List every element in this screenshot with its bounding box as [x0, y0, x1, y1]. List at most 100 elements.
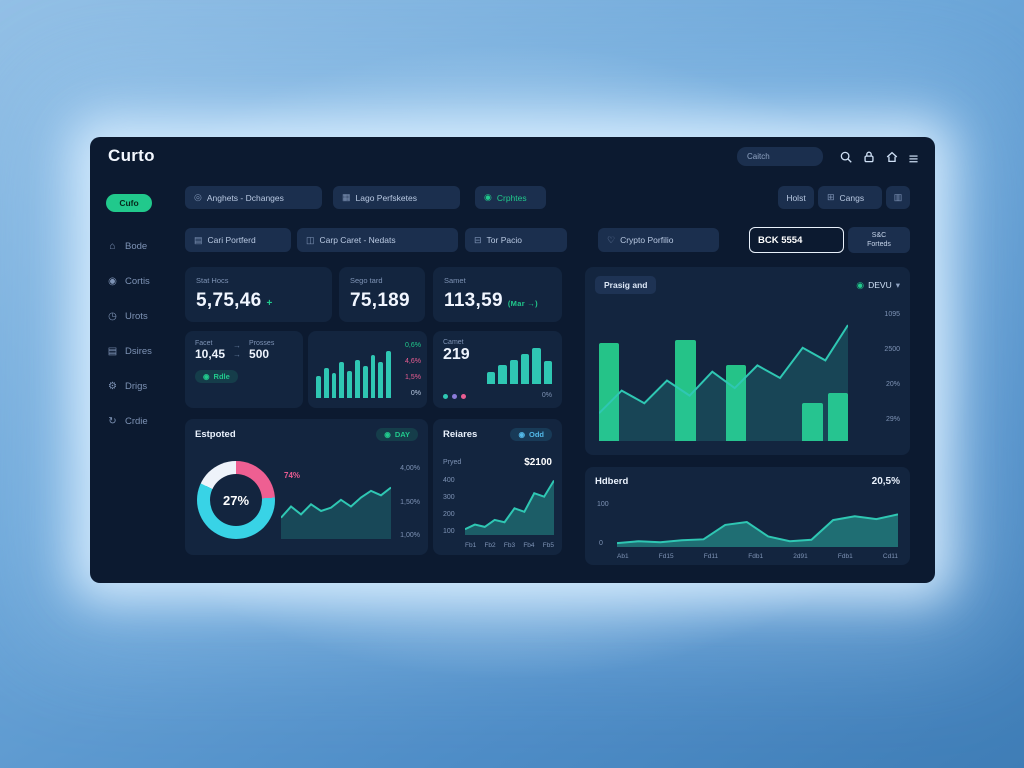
sidebar-item-bode[interactable]: ⌂ Bode: [107, 241, 147, 252]
axis-label: 2500: [884, 346, 900, 353]
camet-card: Camet 219 0%: [433, 331, 562, 408]
app-logo: Curto: [108, 146, 155, 165]
filter-chip-carp[interactable]: ◫ Carp Caret - Nedats: [297, 228, 458, 252]
filter-chip-crphtes[interactable]: ◉ Crphtes: [475, 186, 546, 209]
pct-value: 1,5%: [405, 374, 421, 381]
reiares-area-chart: [465, 477, 554, 535]
fortress-button[interactable]: S&C Forteds: [848, 227, 910, 253]
x-tick: Fb2: [484, 542, 496, 549]
button-label-line2: Forteds: [867, 241, 891, 248]
dropdown-value: DEVU: [868, 280, 892, 290]
x-tick: Fdb1: [748, 553, 764, 560]
chip-wallet[interactable]: ▥: [886, 186, 910, 209]
sidebar-item-label: Drigs: [125, 381, 148, 392]
axis-label: 1,00%: [400, 532, 420, 539]
estpoted-line-chart: [281, 483, 391, 539]
stat-card-sego: Sego tard 75,189: [339, 267, 425, 322]
chip-holst[interactable]: Holst: [778, 186, 814, 209]
sidebar-item-cortis[interactable]: ◉ Cortis: [107, 276, 150, 287]
menu-icon[interactable]: [905, 150, 921, 166]
wallet-icon: ▥: [893, 192, 903, 202]
chip-label: Cari Portferd: [207, 235, 256, 245]
columns-icon: ◫: [306, 234, 315, 245]
grid-icon: ▦: [342, 192, 351, 202]
chart-range-dropdown[interactable]: ◉ DEVU ▾: [856, 280, 900, 291]
x-tick: Fdb1: [837, 553, 853, 560]
sidebar-item-label: Bode: [125, 241, 148, 252]
mini-value: 219: [443, 346, 470, 363]
stat-value: 75,189: [350, 290, 410, 311]
user-icon: ◉: [108, 276, 117, 287]
arrow-icon: →: [233, 340, 242, 350]
sidebar-item-crdie[interactable]: ↻ Crdie: [107, 416, 148, 427]
sidebar-item-drigs[interactable]: ⚙ Drigs: [107, 381, 147, 392]
badge-label: Rdle: [213, 372, 230, 381]
clock-icon: ◷: [108, 311, 117, 322]
lock-icon[interactable]: [861, 149, 877, 165]
home-icon: ⌂: [109, 241, 116, 252]
axis-label: 1095: [884, 311, 900, 318]
transfer-card: Facet 10,45 → → Prosses 500 ◉ Rdle: [185, 331, 303, 408]
chip-label: Lago Perfsketes: [355, 192, 417, 203]
day-badge[interactable]: ◉ DAY: [376, 428, 418, 441]
filter-chip-anghets[interactable]: ◎ Anghets - Dchanges: [185, 186, 322, 209]
axis-label: 100: [597, 501, 609, 508]
x-tick: 2d91: [793, 553, 808, 560]
chip-cangs[interactable]: ⊞ Cangs: [818, 186, 882, 209]
search-input[interactable]: [737, 147, 823, 166]
pct-value: 4,6%: [405, 358, 421, 365]
dot-icon: ◉: [384, 430, 391, 439]
search-icon[interactable]: [838, 149, 854, 165]
hdberd-card: Hdberd 20,5% 100 0 Ab1 Fd15 Fd11 Fdb1 2d…: [585, 467, 910, 565]
sidebar-item-dsires[interactable]: ▤ Dsires: [107, 346, 152, 357]
main-area-chart: [599, 315, 848, 441]
dashboard-window: Curto Cufo ⌂ Bode ◉ Cortis ◷ Urots ▤ Dsi…: [90, 137, 935, 583]
sidebar-item-urots[interactable]: ◷ Urots: [107, 311, 148, 322]
legend-dot-pink: [461, 394, 466, 399]
heart-icon: ♡: [607, 234, 616, 245]
dot-icon: ◉: [856, 279, 865, 290]
sidebar-item-label: Cortis: [125, 276, 150, 287]
x-tick: Ab1: [617, 553, 629, 560]
stat-delta: (Mar →): [507, 299, 538, 308]
list-icon: ▤: [194, 234, 203, 245]
filter-chip-lago[interactable]: ▦ Lago Perfsketes: [333, 186, 460, 209]
mini-label: Camet: [443, 339, 464, 346]
refresh-icon: ↻: [108, 416, 117, 427]
dot-icon: ◉: [518, 430, 525, 439]
x-tick: Fb1: [465, 542, 477, 549]
rdle-badge[interactable]: ◉ Rdle: [195, 370, 238, 383]
chip-label: Tor Pacio: [486, 235, 522, 245]
axis-label: 0: [599, 540, 603, 547]
x-tick: Fd15: [658, 553, 674, 560]
home-icon[interactable]: [884, 149, 900, 165]
card-title: Hdberd: [595, 476, 629, 487]
filter-chip-crypto-portfolio[interactable]: ♡ Crypto Porfilio: [598, 228, 719, 252]
chip-label: Holst: [786, 192, 806, 203]
globe-icon: ◎: [194, 192, 202, 202]
badge-label: DAY: [394, 430, 410, 439]
stat-label: Samet: [444, 276, 466, 285]
stat-label: Stat Hocs: [196, 276, 229, 285]
estpoted-card: Estpoted ◉ DAY 27% 74% 4,00% 1,50% 1,00%: [185, 419, 428, 555]
filter-chip-cari[interactable]: ▤ Cari Portferd: [185, 228, 291, 252]
chip-label: Anghets - Dchanges: [206, 192, 284, 203]
allocation-donut-chart: 27%: [197, 461, 275, 539]
gear-icon: ⚙: [108, 381, 117, 392]
x-tick: Fd11: [703, 553, 719, 560]
badge-label: Odd: [529, 430, 544, 439]
card-icon: ⊞: [827, 192, 835, 202]
axis-label: 200: [443, 511, 455, 518]
ticker-input[interactable]: [749, 227, 844, 253]
sidebar-active-pill[interactable]: Cufo: [106, 194, 152, 212]
stat-delta: +: [266, 298, 273, 309]
filter-chip-tor[interactable]: ⊟ Tor Pacio: [465, 228, 567, 252]
axis-label: 400: [443, 477, 455, 484]
stat-label: Sego tard: [350, 276, 383, 285]
panel-title: Prasig and: [595, 276, 657, 294]
sidebar-item-label: Crdie: [125, 416, 148, 427]
odd-badge[interactable]: ◉ Odd: [510, 428, 552, 441]
axis-label: 100: [443, 528, 455, 535]
chip-label: Crypto Porfilio: [620, 235, 674, 245]
x-tick: Fb4: [523, 542, 535, 549]
